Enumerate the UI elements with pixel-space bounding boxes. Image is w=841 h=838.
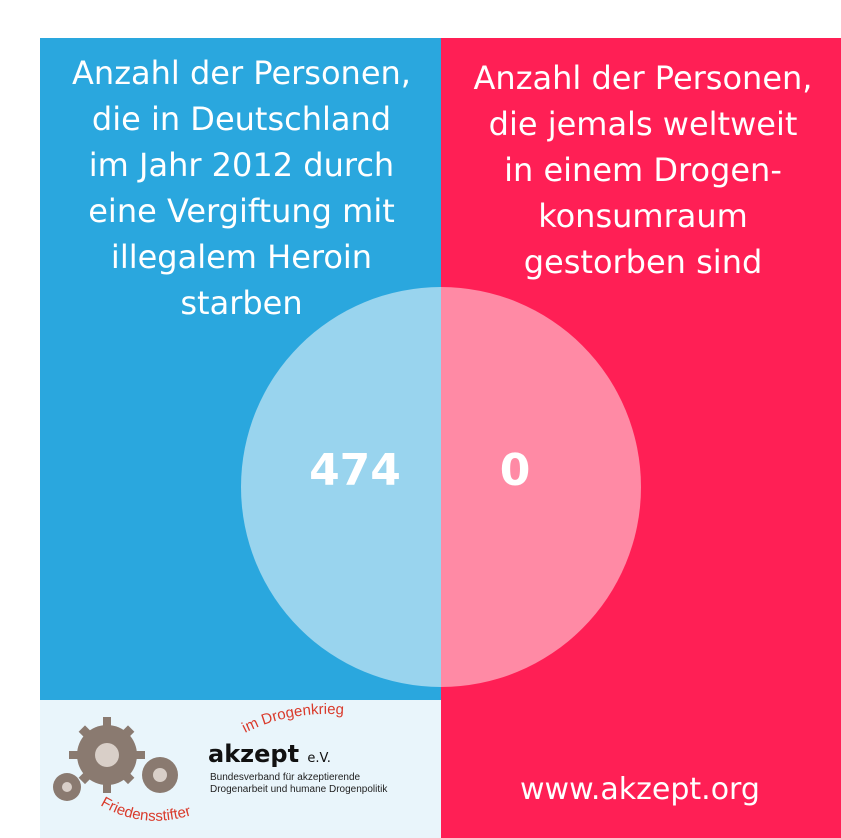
right-heading-line: die jemals weltweit bbox=[488, 105, 798, 143]
right-heading: Anzahl der Personen, die jemals weltweit… bbox=[445, 55, 841, 285]
right-heading-line: Anzahl der Personen, bbox=[473, 59, 813, 97]
arc-bottom-text: Friedensstifter bbox=[98, 794, 193, 825]
right-heading-line: gestorben sind bbox=[523, 243, 763, 281]
left-heading: Anzahl der Personen, die in Deutschland … bbox=[44, 50, 439, 326]
left-heading-line: die in Deutschland bbox=[91, 100, 392, 138]
brand-suffix: e.V. bbox=[307, 751, 331, 766]
akzept-brand: akzept e.V. bbox=[208, 740, 331, 768]
left-heading-line: illegalem Heroin bbox=[110, 238, 373, 276]
website-link[interactable]: www.akzept.org bbox=[520, 772, 760, 807]
left-heading-line: Anzahl der Personen, bbox=[72, 54, 411, 92]
gears-icon bbox=[53, 717, 178, 801]
tagline-line: Drogenarbeit und humane Drogenpolitik bbox=[210, 784, 388, 795]
arc-top-text: im Drogenkrieg bbox=[239, 701, 344, 737]
germany-deaths-value: 474 bbox=[309, 445, 401, 496]
left-heading-line: starben bbox=[180, 284, 303, 322]
consumption-room-deaths-value: 0 bbox=[499, 445, 531, 496]
arc-top-label: im Drogenkrieg bbox=[239, 701, 344, 737]
left-heading-line: im Jahr 2012 durch bbox=[88, 146, 395, 184]
right-heading-line: konsumraum bbox=[538, 197, 748, 235]
left-heading-line: eine Vergiftung mit bbox=[88, 192, 395, 230]
right-half-circle bbox=[441, 287, 641, 687]
tagline-line: Bundesverband für akzeptierende bbox=[210, 772, 361, 783]
arc-bottom-label: Friedensstifter bbox=[98, 794, 193, 825]
akzept-tagline: Bundesverband für akzeptierende Drogenar… bbox=[210, 772, 387, 796]
brand-name: akzept bbox=[208, 740, 300, 768]
right-heading-line: in einem Drogen- bbox=[504, 151, 782, 189]
left-half-circle bbox=[241, 287, 441, 687]
